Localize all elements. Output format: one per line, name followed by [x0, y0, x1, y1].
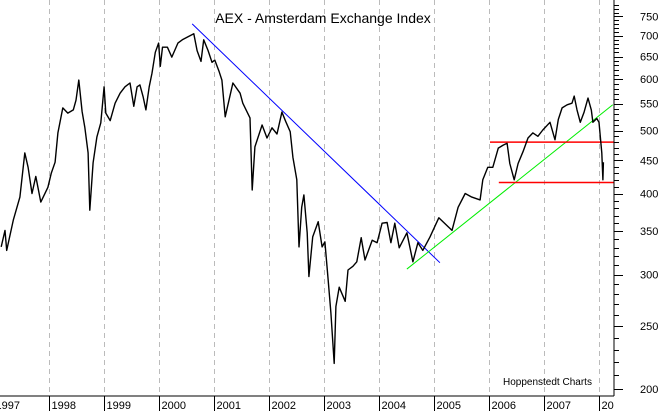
y-tick-label: 600 — [640, 74, 658, 86]
downtrend-line — [191, 23, 441, 264]
y-tick-label: 350 — [640, 226, 658, 238]
x-tick-label: 1999 — [107, 400, 131, 411]
chart-title: AEX - Amsterdam Exchange Index — [215, 10, 431, 26]
trendlines — [191, 23, 614, 270]
y-tick-label: 750 — [640, 11, 658, 23]
y-tick-label: 300 — [640, 270, 658, 282]
x-tick-label: 2002 — [272, 400, 296, 411]
x-tick-label: 2004 — [382, 400, 406, 411]
y-ticks: 200 250 300 350 400 450 500 550 600 650 700 750 — [614, 5, 658, 396]
uptrend-line — [406, 104, 614, 270]
y-tick-label: 700 — [640, 31, 658, 43]
y-tick-label: 500 — [640, 126, 658, 138]
x-tick-label: 2003 — [327, 400, 351, 411]
x-tick-label: 1997 — [0, 400, 20, 411]
x-tick-label: 2006 — [492, 400, 516, 411]
y-tick-label: 650 — [640, 52, 658, 64]
x-tick-label: 1998 — [52, 400, 76, 411]
y-tick-label: 400 — [640, 189, 658, 201]
x-tick-label: 2007 — [547, 400, 571, 411]
y-tick-label: 450 — [640, 155, 658, 167]
x-tick-label: 20 — [602, 400, 614, 411]
series — [0, 33, 605, 365]
watermark: Hoppenstedt Charts — [503, 377, 592, 388]
axes — [0, 0, 615, 397]
y-tick-label: 250 — [640, 321, 658, 333]
x-tick-label: 2005 — [437, 400, 461, 411]
grid — [49, 0, 600, 396]
aex-price-line — [0, 33, 605, 365]
x-tick-label: 2000 — [162, 400, 186, 411]
x-tick-label: 2001 — [217, 400, 241, 411]
x-ticks: 1997 1998 1999 2000 2001 2002 2003 2004 2005 2006… — [0, 396, 614, 411]
y-tick-label: 550 — [640, 99, 658, 111]
y-tick-label: 200 — [640, 384, 658, 396]
